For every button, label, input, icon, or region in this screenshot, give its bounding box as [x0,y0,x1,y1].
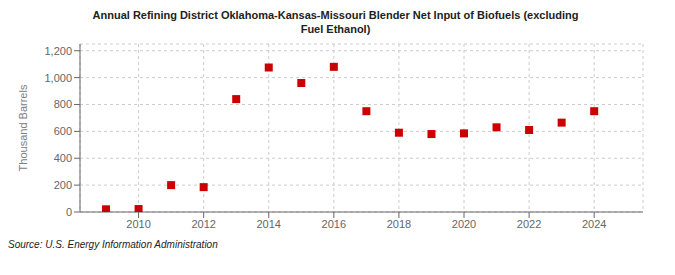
svg-text:0: 0 [66,206,72,218]
html-text:Annual Refining District Oklah: Annual Refining District Oklahoma-Kansas… [92,9,579,21]
svg-text:400: 400 [54,152,72,164]
svg-text:Thousand Barrels: Thousand Barrels [17,84,29,171]
svg-text:200: 200 [54,179,72,191]
svg-text:1,000: 1,000 [44,72,72,84]
svg-text:2018: 2018 [387,218,411,230]
svg-text:2014: 2014 [257,218,281,230]
html-text:Fuel Ethanol): Fuel Ethanol) [300,23,371,35]
html-text:Source: U.S. Energy Informatio: Source: U.S. Energy Information Administ… [8,239,218,250]
svg-text:800: 800 [54,98,72,110]
svg-text:2012: 2012 [191,218,215,230]
svg-text:1,200: 1,200 [44,45,72,57]
svg-text:2010: 2010 [126,218,150,230]
svg-text:2022: 2022 [517,218,541,230]
svg-text:2024: 2024 [582,218,606,230]
svg-text:600: 600 [54,125,72,137]
svg-text:2016: 2016 [322,218,346,230]
svg-text:2020: 2020 [452,218,476,230]
